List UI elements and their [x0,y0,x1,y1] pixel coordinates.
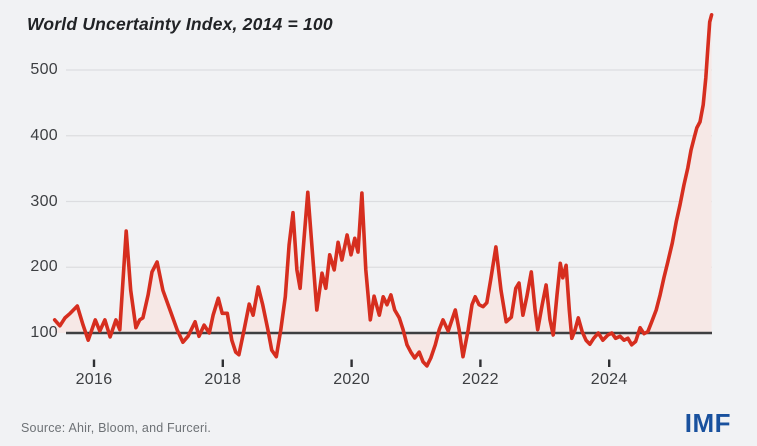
x-tick-label-2020: 2020 [333,371,370,388]
source-note: Source: Ahir, Bloom, and Furceri. [21,421,212,435]
x-tick-label-2018: 2018 [204,371,242,388]
y-tick-label-500: 500 [30,61,58,78]
y-tick-label-200: 200 [30,258,58,276]
x-tick-label-2024: 2024 [590,371,628,388]
x-tick-label-2022: 2022 [461,371,499,388]
x-tick-label-2016: 2016 [75,371,113,388]
y-tick-label-400: 400 [30,126,58,144]
imf-logo: IMF [684,408,731,438]
y-tick-label-100: 100 [30,324,58,341]
y-tick-label-300: 300 [30,192,58,210]
chart-title: World Uncertainty Index, 2014 = 100 [27,14,333,34]
series-line [52,13,714,368]
series-area-fill [54,14,712,366]
